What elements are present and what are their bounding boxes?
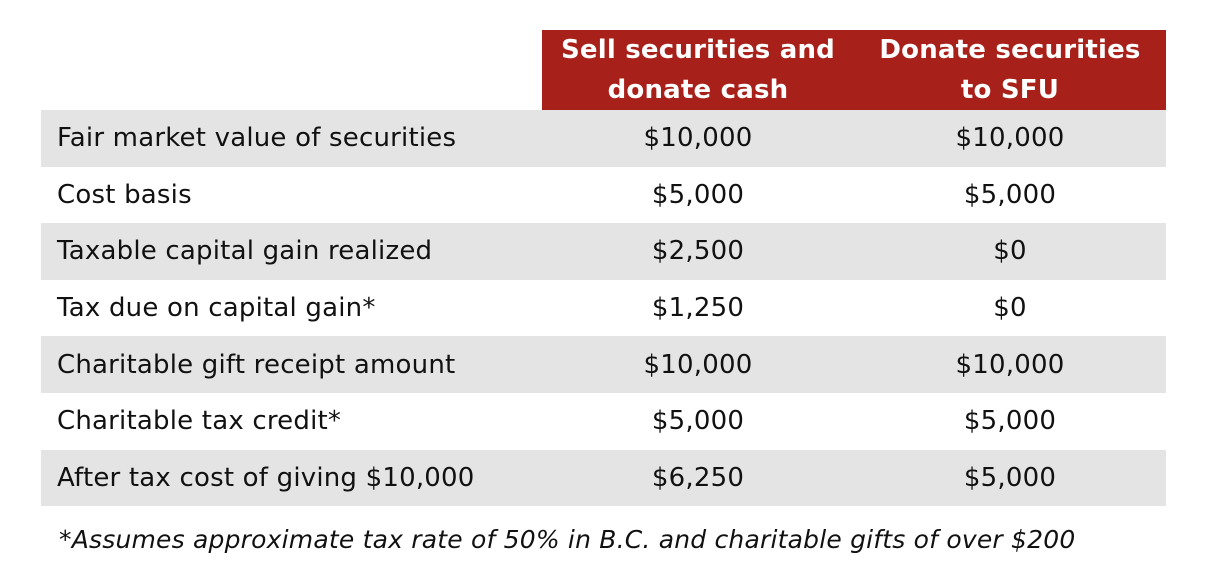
row-label: Tax due on capital gain* — [57, 293, 376, 324]
donate-value: $10,000 — [955, 123, 1065, 154]
sell-value: $5,000 — [651, 406, 745, 437]
sell-value: $10,000 — [643, 349, 753, 380]
table-row: Charitable gift receipt amount $10,000 $… — [41, 336, 1166, 393]
row-label: Fair market value of securities — [57, 123, 457, 154]
header-donate-securities: Donate securities to SFU — [854, 30, 1166, 110]
table-header-row: Sell securities and donate cash Donate s… — [41, 30, 1166, 110]
row-label: Taxable capital gain realized — [57, 236, 433, 267]
sell-value: $2,500 — [651, 236, 745, 267]
row-label: Charitable tax credit* — [57, 406, 342, 437]
donate-value: $5,000 — [963, 406, 1057, 437]
table-row: Taxable capital gain realized $2,500 $0 — [41, 223, 1166, 280]
table-row: Cost basis $5,000 $5,000 — [41, 167, 1166, 224]
donate-value: $5,000 — [963, 179, 1057, 210]
sell-value: $5,000 — [651, 179, 745, 210]
donate-value: $10,000 — [955, 349, 1065, 380]
sell-value: $1,250 — [651, 293, 745, 324]
row-label: Cost basis — [57, 179, 192, 210]
table-row: Charitable tax credit* $5,000 $5,000 — [41, 393, 1166, 450]
table-row: Tax due on capital gain* $1,250 $0 — [41, 280, 1166, 337]
footnote: *Assumes approximate tax rate of 50% in … — [59, 525, 1076, 554]
header-empty-cell — [41, 30, 542, 110]
donate-value: $0 — [993, 236, 1027, 267]
donate-value: $5,000 — [963, 462, 1057, 493]
row-label: Charitable gift receipt amount — [57, 349, 456, 380]
sell-value: $10,000 — [643, 123, 753, 154]
donate-value: $0 — [993, 293, 1027, 324]
sell-value: $6,250 — [651, 462, 745, 493]
table-row: Fair market value of securities $10,000 … — [41, 110, 1166, 167]
comparison-table: Sell securities and donate cash Donate s… — [41, 30, 1166, 507]
row-label: After tax cost of giving $10,000 — [57, 462, 475, 493]
table-row: After tax cost of giving $10,000 $6,250 … — [41, 449, 1166, 507]
header-sell-securities: Sell securities and donate cash — [542, 30, 854, 110]
